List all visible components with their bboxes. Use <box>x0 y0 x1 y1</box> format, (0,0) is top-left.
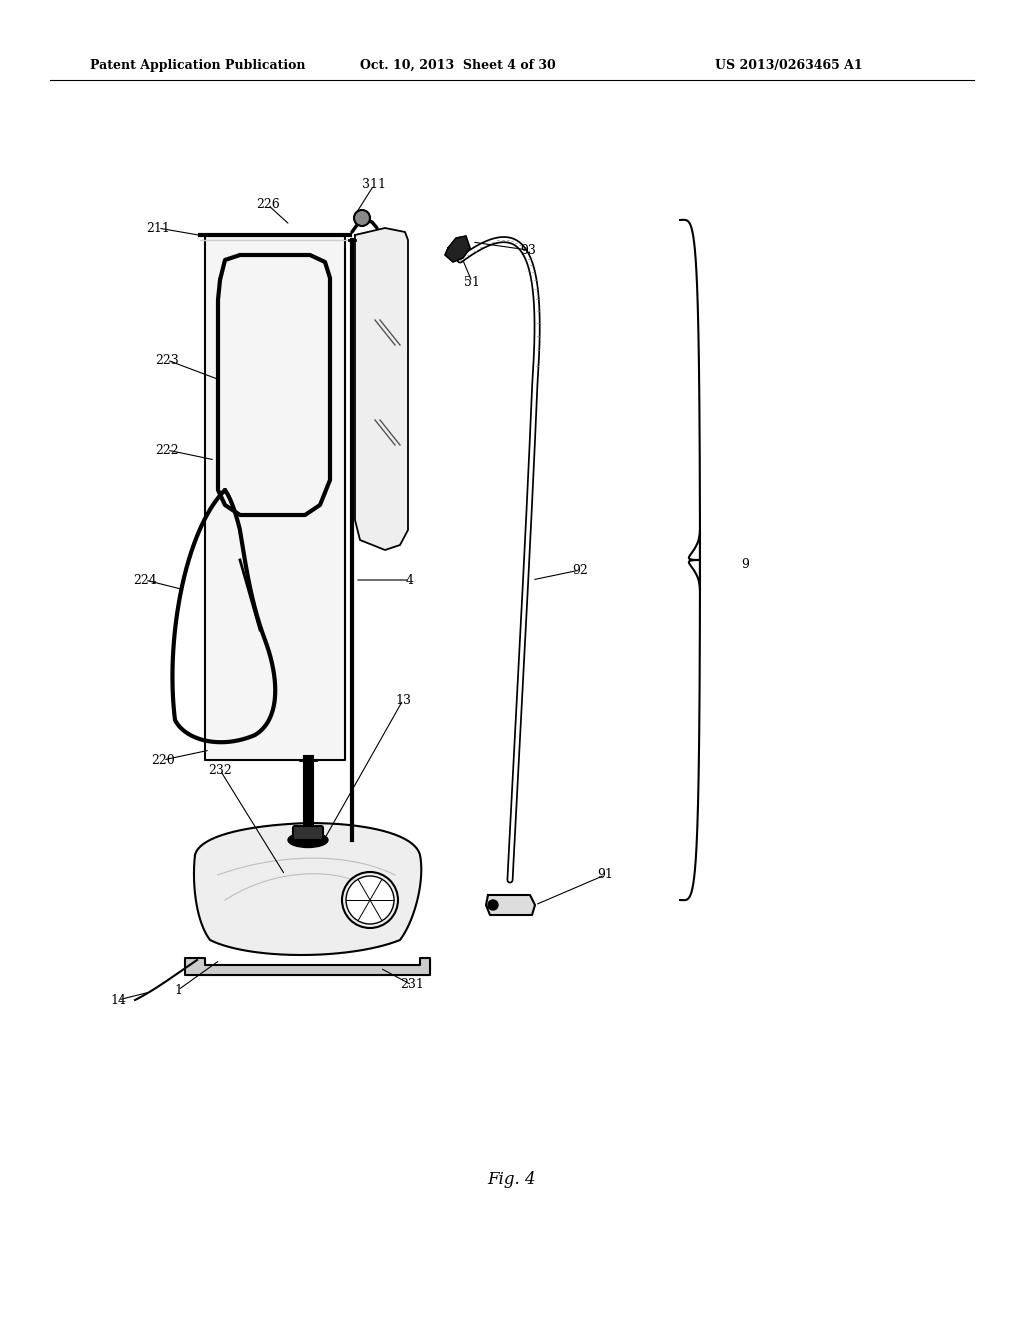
Text: US 2013/0263465 A1: US 2013/0263465 A1 <box>715 58 862 71</box>
Text: Fig. 4: Fig. 4 <box>487 1172 537 1188</box>
Text: 231: 231 <box>400 978 424 991</box>
Text: 13: 13 <box>395 693 411 706</box>
Text: 92: 92 <box>572 564 588 577</box>
Text: 4: 4 <box>406 573 414 586</box>
Text: 224: 224 <box>133 573 157 586</box>
FancyBboxPatch shape <box>293 826 323 840</box>
Polygon shape <box>185 958 430 975</box>
Polygon shape <box>445 236 470 261</box>
Circle shape <box>488 900 498 909</box>
Text: 1: 1 <box>174 983 182 997</box>
Text: Patent Application Publication: Patent Application Publication <box>90 58 305 71</box>
Text: 91: 91 <box>597 869 613 882</box>
Text: 211: 211 <box>146 222 170 235</box>
Text: 311: 311 <box>362 178 386 191</box>
Ellipse shape <box>288 833 328 847</box>
Text: 14: 14 <box>110 994 126 1006</box>
Text: 93: 93 <box>520 243 536 256</box>
Text: 222: 222 <box>156 444 179 457</box>
Polygon shape <box>486 895 535 915</box>
Text: 226: 226 <box>256 198 280 211</box>
Polygon shape <box>205 235 345 760</box>
Text: 9: 9 <box>741 558 749 572</box>
Polygon shape <box>194 822 421 954</box>
Circle shape <box>346 876 394 924</box>
Text: 223: 223 <box>155 354 179 367</box>
Text: 220: 220 <box>152 754 175 767</box>
Circle shape <box>354 210 370 226</box>
Text: 232: 232 <box>208 763 231 776</box>
Text: Oct. 10, 2013  Sheet 4 of 30: Oct. 10, 2013 Sheet 4 of 30 <box>360 58 556 71</box>
Polygon shape <box>355 228 408 550</box>
Text: 51: 51 <box>464 276 480 289</box>
